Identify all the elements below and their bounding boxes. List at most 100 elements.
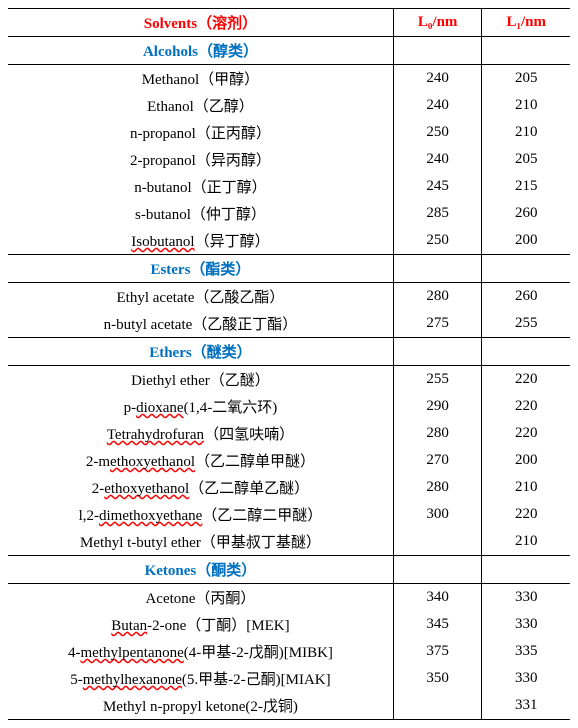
solvent-name: l,2-dimethoxyethane（乙二醇二甲醚） (8, 501, 393, 528)
solvent-name: Diethyl ether（乙醚） (8, 366, 393, 394)
solvent-name: 2-ethoxyethanol（乙二醇单乙醚） (8, 474, 393, 501)
category-cell: Esters（酯类） (8, 255, 393, 283)
table-row: Ethanol（乙醇）240210 (8, 92, 570, 119)
solvent-name: Ethanol（乙醇） (8, 92, 393, 119)
col-solvent: Solvents（溶剂） (8, 9, 393, 37)
l1-value: 330 (482, 665, 570, 692)
l0-value: 280 (393, 474, 482, 501)
l0-value (393, 528, 482, 556)
solvent-name: 2-methoxyethanol（乙二醇单甲醚） (8, 447, 393, 474)
col-l1-label: L₁/nm (506, 14, 546, 30)
l1-value: 335 (482, 638, 570, 665)
l1-value: 220 (482, 420, 570, 447)
solvent-name: Acetone（丙酮） (8, 584, 393, 612)
l1-value: 220 (482, 501, 570, 528)
l0-value: 270 (393, 447, 482, 474)
category-label: Alcohols（醇类） (143, 44, 258, 60)
table-row: Acetone（丙酮）340330 (8, 584, 570, 612)
table-row: 2-ethoxyethanol（乙二醇单乙醚）280210 (8, 474, 570, 501)
l1-value: 220 (482, 393, 570, 420)
table-row: Butan-2-one（丁酮）[MEK]345330 (8, 611, 570, 638)
solvent-name: n-butanol（正丁醇） (8, 173, 393, 200)
solvent-table: Solvents（溶剂） L₀/nm L₁/nm Alcohols（醇类） Met… (8, 8, 570, 720)
table-row: Methyl t-butyl ether（甲基叔丁基醚）210 (8, 528, 570, 556)
l0-value: 240 (393, 146, 482, 173)
solvent-name: n-butyl acetate（乙酸正丁酯） (8, 310, 393, 338)
category-row: Ethers（醚类） (8, 338, 570, 366)
l1-value: 260 (482, 283, 570, 311)
l0-value: 280 (393, 283, 482, 311)
col-l1: L₁/nm (482, 9, 570, 37)
solvent-name: 2-propanol（异丙醇） (8, 146, 393, 173)
l1-value: 200 (482, 447, 570, 474)
l0-value: 255 (393, 366, 482, 394)
l1-value: 260 (482, 200, 570, 227)
l1-value: 210 (482, 474, 570, 501)
header-row: Solvents（溶剂） L₀/nm L₁/nm (8, 9, 570, 37)
table-row: Diethyl ether（乙醚）255220 (8, 366, 570, 394)
category-row: Alcohols（醇类） (8, 37, 570, 65)
solvent-name: n-propanol（正丙醇） (8, 119, 393, 146)
solvent-name: 4-methylpentanone(4-甲基-2-戊酮)[MIBK] (8, 638, 393, 665)
table-row: s-butanol（仲丁醇）285260 (8, 200, 570, 227)
category-label: Ethers（醚类） (149, 345, 252, 361)
category-empty-l0 (393, 255, 482, 283)
table-row: Ethyl acetate（乙酸乙酯）280260 (8, 283, 570, 311)
category-label: Esters（酯类） (150, 262, 250, 278)
solvent-name: Methyl n-propyl ketone(2-戊铜) (8, 692, 393, 720)
l0-value: 240 (393, 65, 482, 93)
col-l0-label: L₀/nm (418, 14, 458, 30)
table-row: n-butanol（正丁醇）245215 (8, 173, 570, 200)
l0-value: 285 (393, 200, 482, 227)
table-row: Tetrahydrofuran（四氢呋喃）280220 (8, 420, 570, 447)
category-cell: Alcohols（醇类） (8, 37, 393, 65)
l0-value: 275 (393, 310, 482, 338)
l1-value: 330 (482, 584, 570, 612)
category-empty-l1 (482, 338, 570, 366)
table-row: Isobutanol（异丁醇）250200 (8, 227, 570, 255)
category-cell: Ketones（酮类） (8, 556, 393, 584)
solvent-name: s-butanol（仲丁醇） (8, 200, 393, 227)
l1-value: 255 (482, 310, 570, 338)
table-row: n-propanol（正丙醇）250210 (8, 119, 570, 146)
table-row: p-dioxane(1,4-二氧六环)290220 (8, 393, 570, 420)
category-cell: Ethers（醚类） (8, 338, 393, 366)
table-row: Methanol（甲醇）240205 (8, 65, 570, 93)
l0-value: 300 (393, 501, 482, 528)
category-empty-l0 (393, 338, 482, 366)
l0-value: 250 (393, 227, 482, 255)
solvent-name: Isobutanol（异丁醇） (8, 227, 393, 255)
category-empty-l0 (393, 37, 482, 65)
l0-value: 245 (393, 173, 482, 200)
l0-value: 350 (393, 665, 482, 692)
table-row: 2-methoxyethanol（乙二醇单甲醚）270200 (8, 447, 570, 474)
l1-value: 220 (482, 366, 570, 394)
solvent-name: Methanol（甲醇） (8, 65, 393, 93)
category-empty-l1 (482, 556, 570, 584)
category-row: Esters（酯类） (8, 255, 570, 283)
l1-value: 331 (482, 692, 570, 720)
table-row: n-butyl acetate（乙酸正丁酯）275255 (8, 310, 570, 338)
l1-value: 205 (482, 146, 570, 173)
category-label: Ketones（酮类） (145, 563, 257, 579)
table-row: Methyl n-propyl ketone(2-戊铜) 331 (8, 692, 570, 720)
l0-value: 290 (393, 393, 482, 420)
solvent-name: Butan-2-one（丁酮）[MEK] (8, 611, 393, 638)
table-body: Alcohols（醇类）Methanol（甲醇）240205Ethanol（乙醇… (8, 37, 570, 720)
l0-value: 345 (393, 611, 482, 638)
l0-value: 280 (393, 420, 482, 447)
solvent-name: p-dioxane(1,4-二氧六环) (8, 393, 393, 420)
l1-value: 210 (482, 528, 570, 556)
l0-value: 375 (393, 638, 482, 665)
category-empty-l0 (393, 556, 482, 584)
solvent-name: 5-methylhexanone(5.甲基-2-己酮)[MIAK] (8, 665, 393, 692)
category-row: Ketones（酮类） (8, 556, 570, 584)
solvent-name: Tetrahydrofuran（四氢呋喃） (8, 420, 393, 447)
l1-value: 205 (482, 65, 570, 93)
col-solvent-label: Solvents（溶剂） (144, 16, 257, 32)
l1-value: 200 (482, 227, 570, 255)
table-row: l,2-dimethoxyethane（乙二醇二甲醚）300220 (8, 501, 570, 528)
category-empty-l1 (482, 255, 570, 283)
l1-value: 210 (482, 92, 570, 119)
l1-value: 210 (482, 119, 570, 146)
